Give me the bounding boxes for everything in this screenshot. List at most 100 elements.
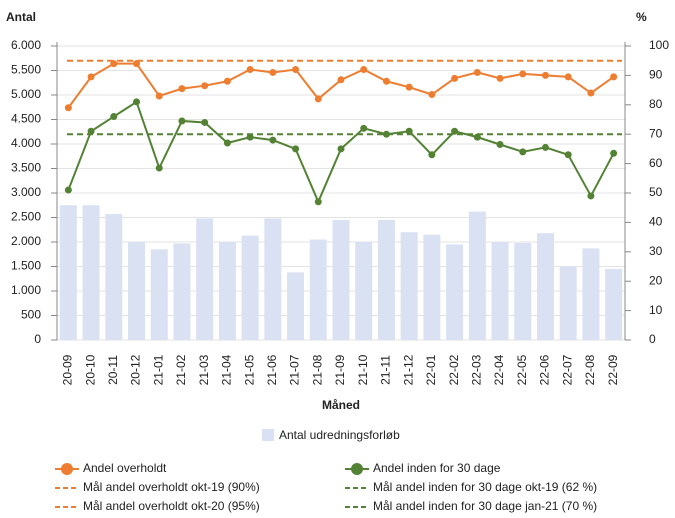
line-point: [541, 71, 549, 79]
bar: [582, 248, 600, 340]
x-tick-label: 21-06: [265, 354, 279, 385]
x-tick-label: 20-10: [83, 354, 97, 385]
y-axis-title: Antal: [6, 10, 36, 24]
line-point: [155, 92, 163, 100]
y2-tick-label: 40: [649, 215, 663, 229]
legend-label: Mål andel inden for 30 dage jan-21 (70 %…: [373, 499, 597, 513]
y2-tick-label: 80: [649, 97, 663, 111]
bar: [355, 242, 373, 340]
line-point: [292, 66, 300, 74]
bar: [173, 243, 191, 340]
line-point: [246, 133, 254, 141]
legend-label: Antal udredningsforløb: [279, 428, 400, 442]
line-point: [87, 127, 95, 135]
line-point: [155, 164, 163, 172]
line-point: [178, 85, 186, 93]
line-point: [496, 74, 504, 82]
line-point: [519, 148, 527, 156]
y-tick-label: 0: [34, 332, 41, 346]
y-tick-label: 5.500: [11, 63, 41, 77]
line-point: [405, 83, 413, 91]
x-tick-label: 22-04: [492, 354, 506, 385]
x-tick-label: 20-11: [106, 355, 120, 385]
line-point: [314, 95, 322, 103]
y-tick-label: 4.500: [11, 112, 41, 126]
x-tick-label: 21-03: [197, 354, 211, 385]
y2-axis-title: %: [636, 10, 647, 24]
line-point: [473, 133, 481, 141]
y-tick-label: 500: [21, 308, 41, 322]
line-point: [201, 82, 209, 90]
line-point: [178, 117, 186, 125]
line-point: [382, 77, 390, 85]
line-point: [405, 127, 413, 135]
bar: [264, 218, 282, 340]
x-tick-label: 21-11: [379, 355, 393, 385]
bar: [559, 266, 577, 340]
bar: [332, 219, 350, 340]
line-point: [110, 113, 118, 121]
line-point: [382, 130, 390, 138]
line-point: [223, 77, 231, 85]
line-point: [360, 66, 368, 74]
x-tick-label: 21-05: [242, 354, 256, 385]
line-point: [337, 145, 345, 153]
x-tick-label: 22-07: [560, 354, 574, 385]
x-tick-label: 22-06: [538, 354, 552, 385]
bar: [59, 205, 77, 340]
x-tick-label: 21-10: [356, 354, 370, 385]
x-tick-label: 22-02: [447, 354, 461, 385]
legend-label: Mål andel overholdt okt-20 (95%): [83, 499, 260, 513]
x-axis-title: Måned: [322, 398, 360, 412]
x-tick-label: 21-01: [151, 354, 165, 385]
line-point: [564, 151, 572, 159]
x-tick-label: 22-08: [583, 354, 597, 385]
bar: [468, 211, 486, 340]
x-tick-label: 22-03: [469, 354, 483, 385]
line-point: [360, 124, 368, 132]
line-point: [587, 192, 595, 200]
bar: [491, 242, 509, 340]
x-tick-label: 21-12: [401, 354, 415, 385]
line-point: [133, 60, 141, 68]
legend-label: Andel inden for 30 dage: [373, 461, 501, 475]
line-point: [519, 70, 527, 78]
line-point: [269, 68, 277, 76]
bar: [514, 242, 532, 340]
x-tick-label: 21-04: [220, 354, 234, 385]
bar: [128, 242, 146, 340]
x-tick-label: 21-09: [333, 354, 347, 385]
y2-tick-label: 60: [649, 156, 663, 170]
bar: [605, 268, 623, 340]
line-point: [473, 68, 481, 76]
y-tick-label: 6.000: [11, 38, 41, 52]
bar: [105, 214, 123, 340]
y-tick-label: 1.000: [11, 283, 41, 297]
bar: [287, 272, 305, 340]
line-point: [110, 60, 118, 68]
bar: [446, 244, 464, 340]
line-point: [314, 198, 322, 206]
line-point: [223, 139, 231, 147]
y-tick-label: 1.500: [11, 259, 41, 273]
bar: [423, 234, 441, 340]
y2-tick-label: 70: [649, 126, 663, 140]
y-tick-label: 5.000: [11, 87, 41, 101]
y2-tick-label: 0: [649, 332, 656, 346]
bar: [241, 235, 259, 340]
y2-tick-label: 100: [649, 38, 669, 52]
y-tick-label: 4.000: [11, 136, 41, 150]
x-tick-label: 20-09: [61, 354, 75, 385]
bar: [309, 239, 327, 340]
bar: [400, 232, 418, 340]
line-point: [428, 91, 436, 99]
line-point: [610, 149, 618, 157]
line-point: [292, 145, 300, 153]
legend-marker: [351, 463, 363, 475]
y2-tick-label: 10: [649, 303, 663, 317]
legend-swatch: [262, 429, 274, 441]
x-tick-label: 22-05: [515, 354, 529, 385]
line-point: [496, 140, 504, 148]
bar: [82, 205, 100, 340]
line-point: [451, 127, 459, 135]
